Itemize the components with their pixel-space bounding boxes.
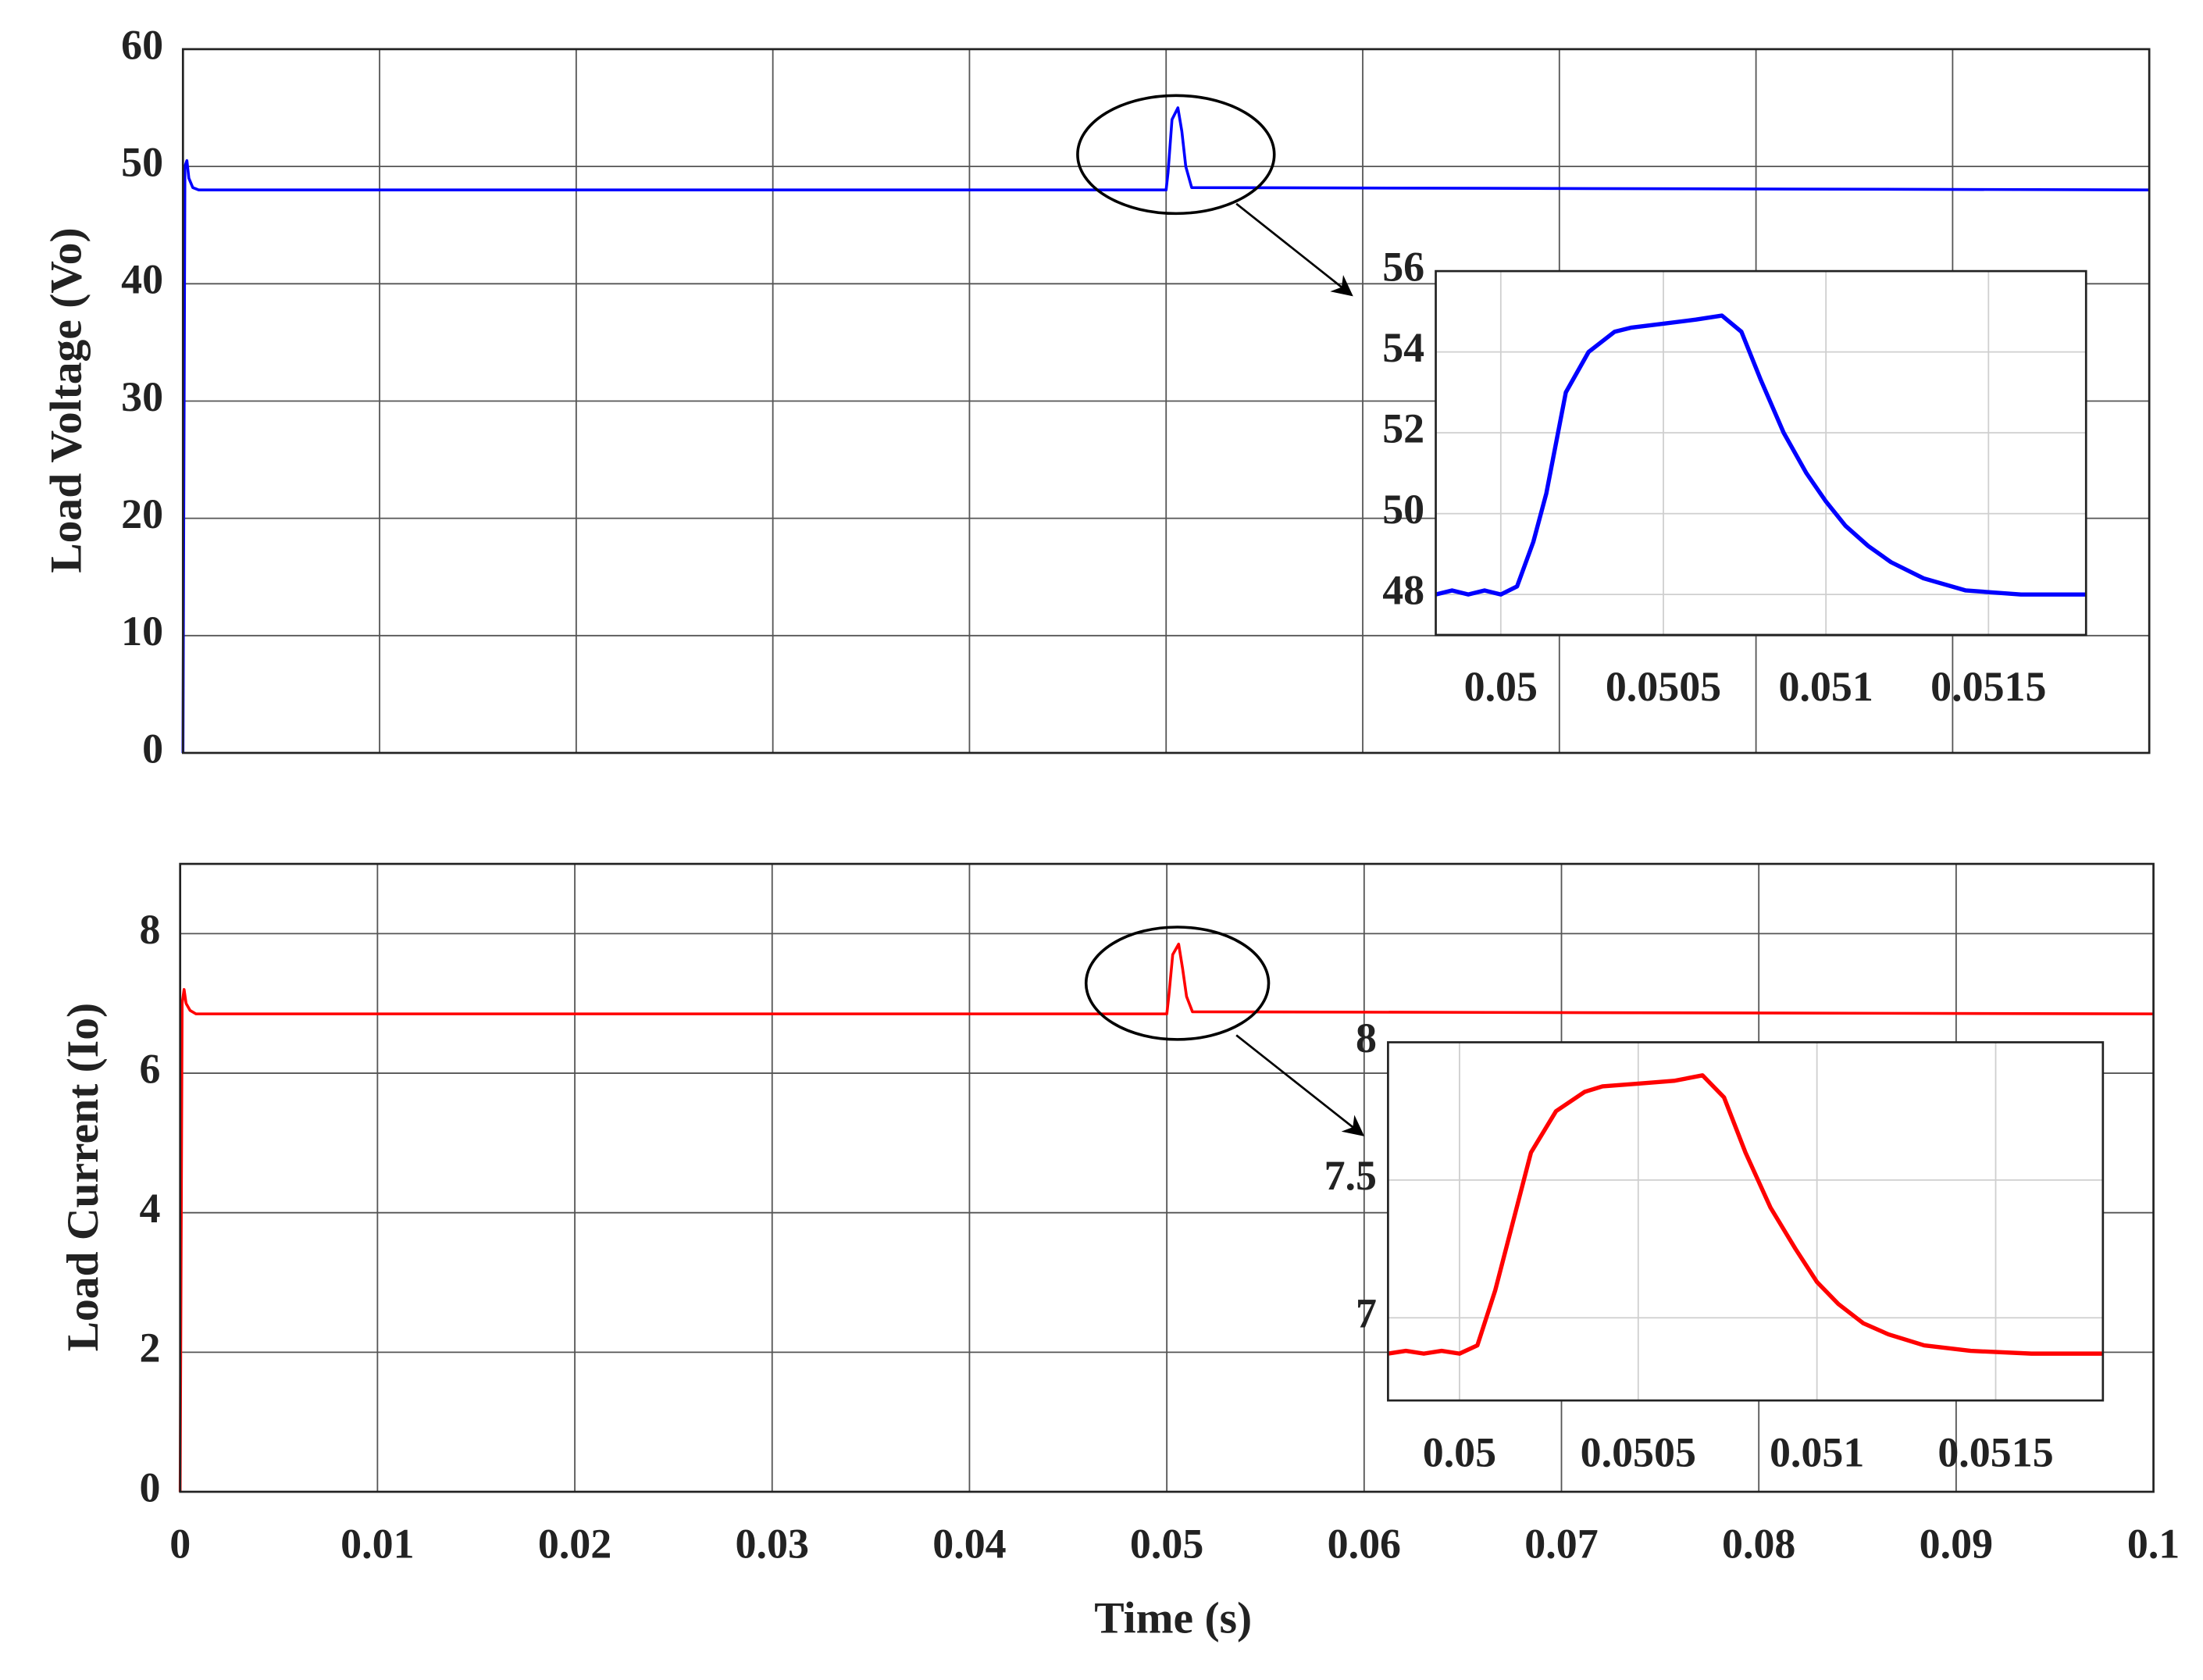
y-tick-label: 48 bbox=[1382, 567, 1424, 614]
x-tick-label: 0.0505 bbox=[1606, 663, 1721, 710]
x-tick-label: 0.09 bbox=[1920, 1520, 1993, 1567]
y-tick-label: 20 bbox=[121, 490, 163, 537]
plot-frame bbox=[1387, 1041, 2105, 1402]
x-tick-label: 0.07 bbox=[1524, 1520, 1598, 1567]
x-tick-label: 0.05 bbox=[1464, 663, 1538, 710]
y-tick-label: 6 bbox=[140, 1045, 161, 1092]
x-axis-label: Time (s) bbox=[1094, 1593, 1252, 1643]
x-tick-label: 0.05 bbox=[1423, 1429, 1496, 1475]
y-tick-label: 10 bbox=[121, 608, 163, 655]
y-tick-label: 60 bbox=[121, 21, 163, 68]
x-tick-label: 0.05 bbox=[1130, 1520, 1203, 1567]
plot-frame bbox=[179, 862, 2155, 1493]
series-line bbox=[1435, 313, 2087, 597]
x-tick-label: 0.06 bbox=[1328, 1520, 1401, 1567]
series-line bbox=[178, 943, 2154, 1493]
plot-frame bbox=[181, 48, 2151, 754]
inset-background bbox=[1388, 1042, 2103, 1401]
y-axis-label: Load Current (Io) bbox=[59, 1003, 108, 1352]
x-tick-label: 0.01 bbox=[340, 1520, 414, 1567]
x-tick-label: 0.08 bbox=[1722, 1520, 1795, 1567]
y-tick-label: 52 bbox=[1382, 405, 1424, 452]
zoom-ellipse bbox=[1076, 94, 1276, 216]
annotations bbox=[1076, 94, 1365, 1136]
y-axis-label: Load Voltage (Vo) bbox=[42, 227, 91, 572]
x-tick-label: 0.0515 bbox=[1930, 663, 2046, 710]
x-tick-label: 0.0515 bbox=[1937, 1429, 2053, 1475]
x-tick-label: 0.03 bbox=[736, 1520, 809, 1567]
y-tick-label: 0 bbox=[142, 725, 163, 772]
y-tick-label: 2 bbox=[140, 1325, 161, 1371]
zoom-arrow bbox=[1235, 1034, 1365, 1136]
x-tick-label: 0.0505 bbox=[1581, 1429, 1696, 1475]
series-line bbox=[1387, 1073, 2103, 1356]
x-tick-label: 0.04 bbox=[932, 1520, 1006, 1567]
y-tick-label: 7.5 bbox=[1324, 1152, 1377, 1199]
y-tick-label: 7 bbox=[1356, 1290, 1377, 1337]
y-tick-label: 50 bbox=[121, 138, 163, 185]
plot-frame bbox=[1435, 269, 2087, 637]
y-tick-label: 30 bbox=[121, 373, 163, 420]
series-line bbox=[181, 106, 2150, 753]
x-tick-label: 0 bbox=[169, 1520, 191, 1567]
y-tick-label: 40 bbox=[121, 256, 163, 303]
x-tick-label: 0.051 bbox=[1778, 663, 1873, 710]
zoom-arrow bbox=[1235, 202, 1353, 297]
y-tick-label: 8 bbox=[140, 906, 161, 953]
inset-background bbox=[1435, 271, 2087, 635]
x-tick-label: 0.02 bbox=[538, 1520, 611, 1567]
y-tick-label: 4 bbox=[140, 1185, 161, 1232]
y-tick-label: 54 bbox=[1382, 324, 1424, 371]
y-tick-label: 0 bbox=[140, 1464, 161, 1511]
x-tick-label: 0.1 bbox=[2127, 1520, 2180, 1567]
zoom-ellipse bbox=[1084, 926, 1271, 1041]
y-tick-label: 8 bbox=[1356, 1015, 1377, 1061]
x-tick-label: 0.051 bbox=[1770, 1429, 1864, 1475]
y-tick-label: 56 bbox=[1382, 243, 1424, 290]
inset-plots: 0.05 0.0505 0.051 0.0515 48 50 52 54 56 0.05 0.050… bbox=[1324, 243, 2105, 1475]
y-tick-label: 50 bbox=[1382, 486, 1424, 533]
